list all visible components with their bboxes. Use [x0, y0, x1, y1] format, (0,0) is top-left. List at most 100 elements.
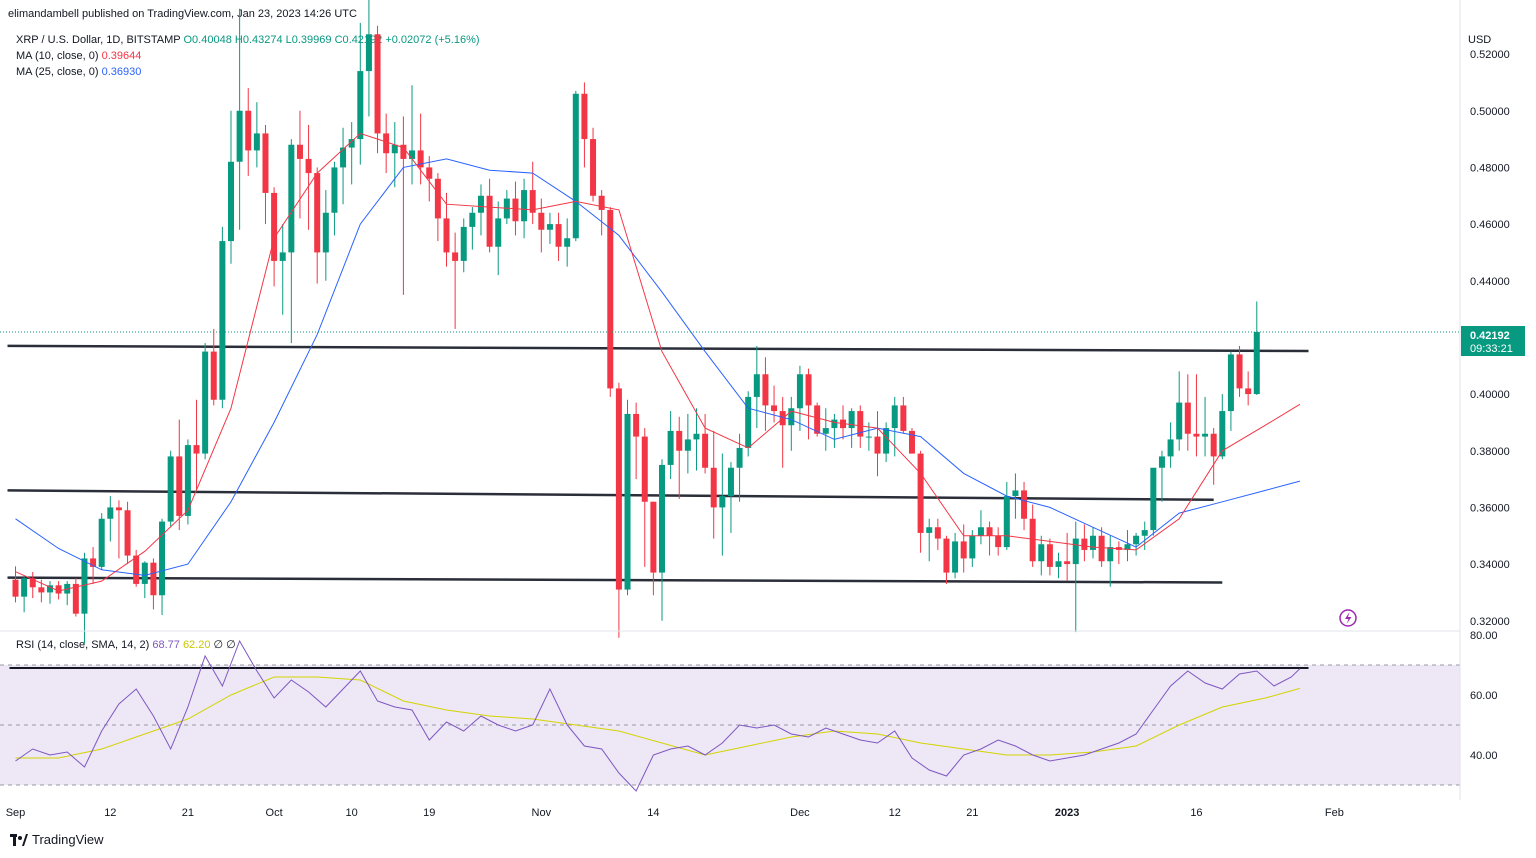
time-axis[interactable]: Sep 12 21 Oct 10 19 Nov 14 Dec 12 21 2023 16 Feb: [6, 807, 1344, 819]
candle-65: [572, 90, 579, 242]
price-label-value: 0.42192: [1470, 330, 1510, 342]
price-tick-9: 0.32000: [1470, 616, 1510, 628]
candle-14: [133, 549, 140, 587]
time-tick-5: 19: [423, 807, 435, 819]
ma10-label[interactable]: MA (10, close, 0): [16, 50, 99, 62]
candle-105: [917, 450, 924, 553]
price-tick-1: 0.50000: [1470, 106, 1510, 118]
candle-142: [1236, 345, 1243, 397]
candle-11: [107, 496, 114, 542]
candle-104: [908, 428, 915, 454]
time-tick-9: 12: [889, 807, 901, 819]
candle-125: [1090, 527, 1096, 559]
candle-120: [1046, 538, 1053, 576]
candle-62: [546, 212, 553, 244]
level-line-0: [7, 344, 1309, 353]
candle-25: [228, 110, 234, 264]
candle-88: [771, 385, 778, 423]
candle-77: [676, 416, 683, 499]
candlesticks: [12, 0, 1260, 644]
rsi-line: [15, 639, 1301, 792]
time-tick-10: 21: [966, 807, 978, 819]
time-tick-8: Dec: [790, 807, 810, 819]
candle-83: [727, 462, 734, 533]
rsi-tick-1: 60.00: [1470, 690, 1498, 702]
lightning-icon[interactable]: [1339, 609, 1357, 627]
candle-66: [581, 82, 588, 168]
candle-122: [1064, 532, 1071, 582]
candle-89: [779, 396, 786, 468]
rsi-extra-values: ∅ ∅: [213, 639, 236, 651]
candle-132: [1150, 467, 1157, 536]
candle-126: [1098, 527, 1105, 567]
candle-138: [1202, 396, 1209, 457]
candle-35: [314, 167, 321, 284]
price-label: 0.42192 09:33:21: [1461, 326, 1525, 356]
time-tick-12: 16: [1190, 807, 1202, 819]
candle-144: [1253, 301, 1260, 395]
candle-94: [822, 408, 829, 451]
price-axis[interactable]: 0.52000 0.50000 0.48000 0.46000 0.44000 0.400…: [1470, 49, 1510, 628]
candle-108: [943, 535, 950, 584]
price-tick-7: 0.36000: [1470, 502, 1510, 514]
rsi-sma-value: 62.20: [182, 639, 211, 651]
level-line-2: [7, 576, 1223, 584]
candle-32: [288, 139, 295, 344]
candle-131: [1141, 521, 1148, 550]
candle-113: [986, 521, 993, 556]
candle-97: [848, 408, 855, 448]
candle-8: [81, 552, 88, 644]
candle-140: [1219, 394, 1226, 460]
candle-12: [115, 500, 122, 559]
price-tick-0: 0.52000: [1470, 49, 1510, 61]
candle-71: [624, 399, 631, 596]
candle-96: [840, 405, 847, 440]
price-tick-5: 0.40000: [1470, 389, 1510, 401]
symbol-label[interactable]: XRP / U.S. Dollar, 1D, BITSTAMP: [16, 34, 181, 46]
rsi-label[interactable]: RSI (14, close, SMA, 14, 2): [16, 639, 150, 651]
candle-124: [1081, 524, 1088, 562]
candle-38: [340, 127, 347, 205]
candle-13: [124, 501, 131, 565]
candle-45: [400, 116, 407, 295]
rsi-axis[interactable]: 80.00 60.00 40.00: [1470, 630, 1498, 762]
candle-109: [952, 532, 959, 579]
candle-1: [21, 575, 28, 613]
candle-60: [529, 161, 536, 225]
candle-67: [590, 127, 597, 202]
candle-117: [1021, 481, 1028, 531]
candle-72: [633, 402, 640, 480]
candle-54: [477, 184, 484, 236]
candle-95: [831, 413, 838, 448]
candle-64: [564, 218, 571, 267]
candle-61: [538, 198, 545, 253]
candle-102: [891, 396, 898, 457]
candle-121: [1055, 552, 1062, 579]
candle-123: [1072, 521, 1079, 633]
ma25-label[interactable]: MA (25, close, 0): [16, 66, 99, 78]
candle-36: [322, 190, 329, 281]
candle-28: [253, 102, 260, 168]
candle-84: [736, 433, 743, 502]
candle-139: [1210, 428, 1217, 485]
candle-22: [202, 343, 209, 460]
tradingview-logo-icon: [10, 833, 28, 846]
time-tick-11: 2023: [1055, 807, 1079, 819]
candle-93: [814, 402, 821, 437]
candle-107: [934, 518, 941, 550]
candle-30: [271, 187, 278, 287]
candle-87: [762, 357, 769, 431]
candle-50: [443, 192, 450, 267]
candle-112: [977, 510, 984, 545]
candle-59: [521, 178, 528, 239]
price-tick-2: 0.48000: [1470, 162, 1510, 174]
candle-4: [46, 581, 53, 604]
candle-143: [1245, 371, 1252, 406]
footer-brand[interactable]: TradingView: [10, 832, 104, 847]
candle-134: [1167, 422, 1174, 468]
candle-40: [357, 22, 364, 165]
ma25-line: [15, 158, 1301, 576]
candle-79: [693, 408, 700, 471]
candle-133: [1158, 450, 1165, 502]
